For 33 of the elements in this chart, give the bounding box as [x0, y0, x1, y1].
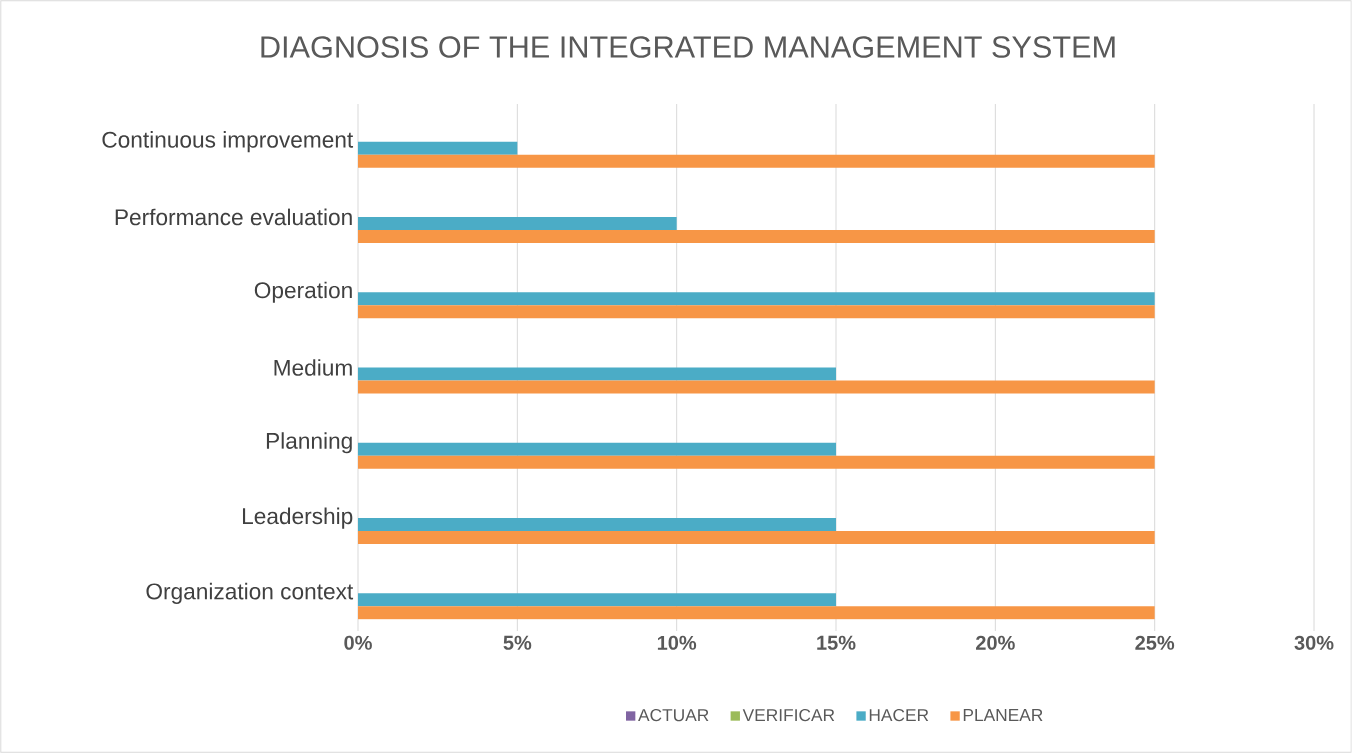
bar [358, 455, 1155, 469]
x-tick-label: 10% [657, 635, 697, 650]
legend-label: PLANEAR [963, 709, 1043, 721]
y-tick-label: Medium [274, 359, 352, 376]
x-tick-label: 20% [976, 635, 1015, 650]
x-tick-label: 15% [817, 635, 856, 650]
x-tick-label: 0% [344, 635, 372, 650]
y-tick-label: Continuous improvement [102, 131, 354, 153]
y-tick-label: Leadership [242, 507, 353, 529]
bar [358, 442, 837, 456]
legend-label: ACTUAR [638, 708, 709, 722]
chart-title: DIAGNOSIS OF THE INTEGRATED MANAGEMENT SYSTEM [261, 36, 1115, 58]
x-tick-label: 25% [1135, 635, 1175, 650]
y-tick-label: Planning [266, 432, 352, 454]
bar [358, 229, 1155, 243]
x-tick-label: 5% [503, 635, 532, 650]
bar [358, 305, 1155, 319]
bar [358, 154, 1155, 168]
y-tick-label: Performance evaluation [115, 208, 352, 226]
bar [358, 292, 1155, 306]
bar [358, 367, 837, 381]
y-tick-label: Operation [254, 281, 352, 303]
legend-label: VERIFICAR [742, 708, 835, 722]
y-tick-label: Organization context [146, 582, 354, 604]
bar [358, 216, 677, 230]
legend-label: HACER [869, 708, 929, 722]
bar [358, 380, 1155, 394]
x-tick-label: 30% [1294, 635, 1334, 650]
bar [358, 518, 837, 532]
bar [358, 593, 837, 607]
bar [358, 606, 1155, 620]
bar [358, 141, 518, 155]
bar [358, 531, 1155, 545]
